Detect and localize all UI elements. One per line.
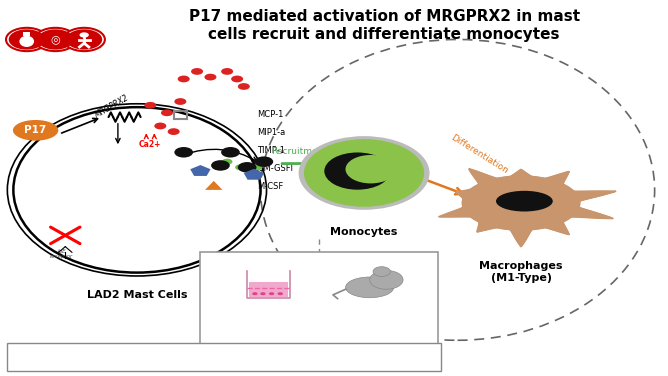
Circle shape <box>191 68 203 75</box>
Circle shape <box>345 155 396 183</box>
Text: IgE
receptor: IgE receptor <box>50 249 73 259</box>
Ellipse shape <box>13 120 58 141</box>
Circle shape <box>221 147 240 158</box>
Circle shape <box>79 32 89 38</box>
Text: M-CSF: M-CSF <box>257 182 283 191</box>
Text: TIMP-1: TIMP-1 <box>257 146 285 155</box>
Text: LAD2 Mast Cells: LAD2 Mast Cells <box>87 290 187 300</box>
Circle shape <box>231 76 243 82</box>
Circle shape <box>369 270 403 289</box>
FancyBboxPatch shape <box>23 32 30 36</box>
Ellipse shape <box>19 36 34 47</box>
Circle shape <box>238 83 250 90</box>
Circle shape <box>299 136 430 210</box>
Text: MRGPRX2: MRGPRX2 <box>94 93 131 120</box>
Circle shape <box>204 74 216 80</box>
Polygon shape <box>190 165 210 176</box>
Text: Transwell human
monocyte
recruitment assay: Transwell human monocyte recruitment ass… <box>233 305 303 335</box>
Circle shape <box>37 29 73 50</box>
Circle shape <box>178 76 190 82</box>
Circle shape <box>278 292 283 295</box>
Circle shape <box>144 102 156 109</box>
Circle shape <box>168 128 180 135</box>
Circle shape <box>261 292 266 295</box>
Circle shape <box>238 162 257 173</box>
Circle shape <box>221 68 233 75</box>
Circle shape <box>35 28 76 51</box>
Text: P17 mediated activation of MRGPRX2 in mast
cells recruit and differentiate monoc: P17 mediated activation of MRGPRX2 in ma… <box>188 9 580 42</box>
Circle shape <box>66 29 102 50</box>
Ellipse shape <box>345 277 393 298</box>
FancyBboxPatch shape <box>200 252 438 352</box>
Text: MCP-1: MCP-1 <box>257 110 283 119</box>
Circle shape <box>6 28 47 51</box>
Circle shape <box>161 109 173 116</box>
Circle shape <box>253 292 258 295</box>
FancyBboxPatch shape <box>248 282 288 297</box>
Circle shape <box>252 164 263 170</box>
Text: Differentiation: Differentiation <box>450 133 510 176</box>
Circle shape <box>174 98 186 105</box>
Polygon shape <box>205 181 222 190</box>
FancyBboxPatch shape <box>7 343 441 371</box>
Circle shape <box>9 29 45 50</box>
Polygon shape <box>439 168 616 247</box>
Text: P17: P17 <box>25 125 47 135</box>
Circle shape <box>235 164 246 170</box>
Circle shape <box>255 156 273 167</box>
Text: P17: 13 Amino acid peptide isolated from the venom of: P17: 13 Amino acid peptide isolated from… <box>17 353 259 362</box>
Circle shape <box>304 139 424 207</box>
Text: MIP1-a: MIP1-a <box>257 128 285 137</box>
Ellipse shape <box>13 107 261 273</box>
Text: Tetramorium bicarinatum: Tetramorium bicarinatum <box>246 353 355 362</box>
Polygon shape <box>244 169 264 180</box>
Circle shape <box>269 292 275 295</box>
Text: GM-GSFl: GM-GSFl <box>257 164 293 173</box>
Text: Ca2+: Ca2+ <box>139 140 162 149</box>
Text: Mouse ear
monocyte
recruitment
assay: Mouse ear monocyte recruitment assay <box>347 308 392 348</box>
Text: Recruitment: Recruitment <box>271 147 327 156</box>
Circle shape <box>154 123 166 129</box>
Text: Macrophages
(M1-Type): Macrophages (M1-Type) <box>480 261 562 283</box>
Circle shape <box>63 28 105 51</box>
Circle shape <box>211 160 230 171</box>
Circle shape <box>325 153 390 190</box>
Circle shape <box>174 147 193 158</box>
Text: Monocytes: Monocytes <box>331 227 397 238</box>
Circle shape <box>373 267 390 276</box>
Text: ◎: ◎ <box>51 35 60 44</box>
Circle shape <box>222 159 232 165</box>
Ellipse shape <box>496 191 553 211</box>
Text: P17: P17 <box>393 261 409 270</box>
